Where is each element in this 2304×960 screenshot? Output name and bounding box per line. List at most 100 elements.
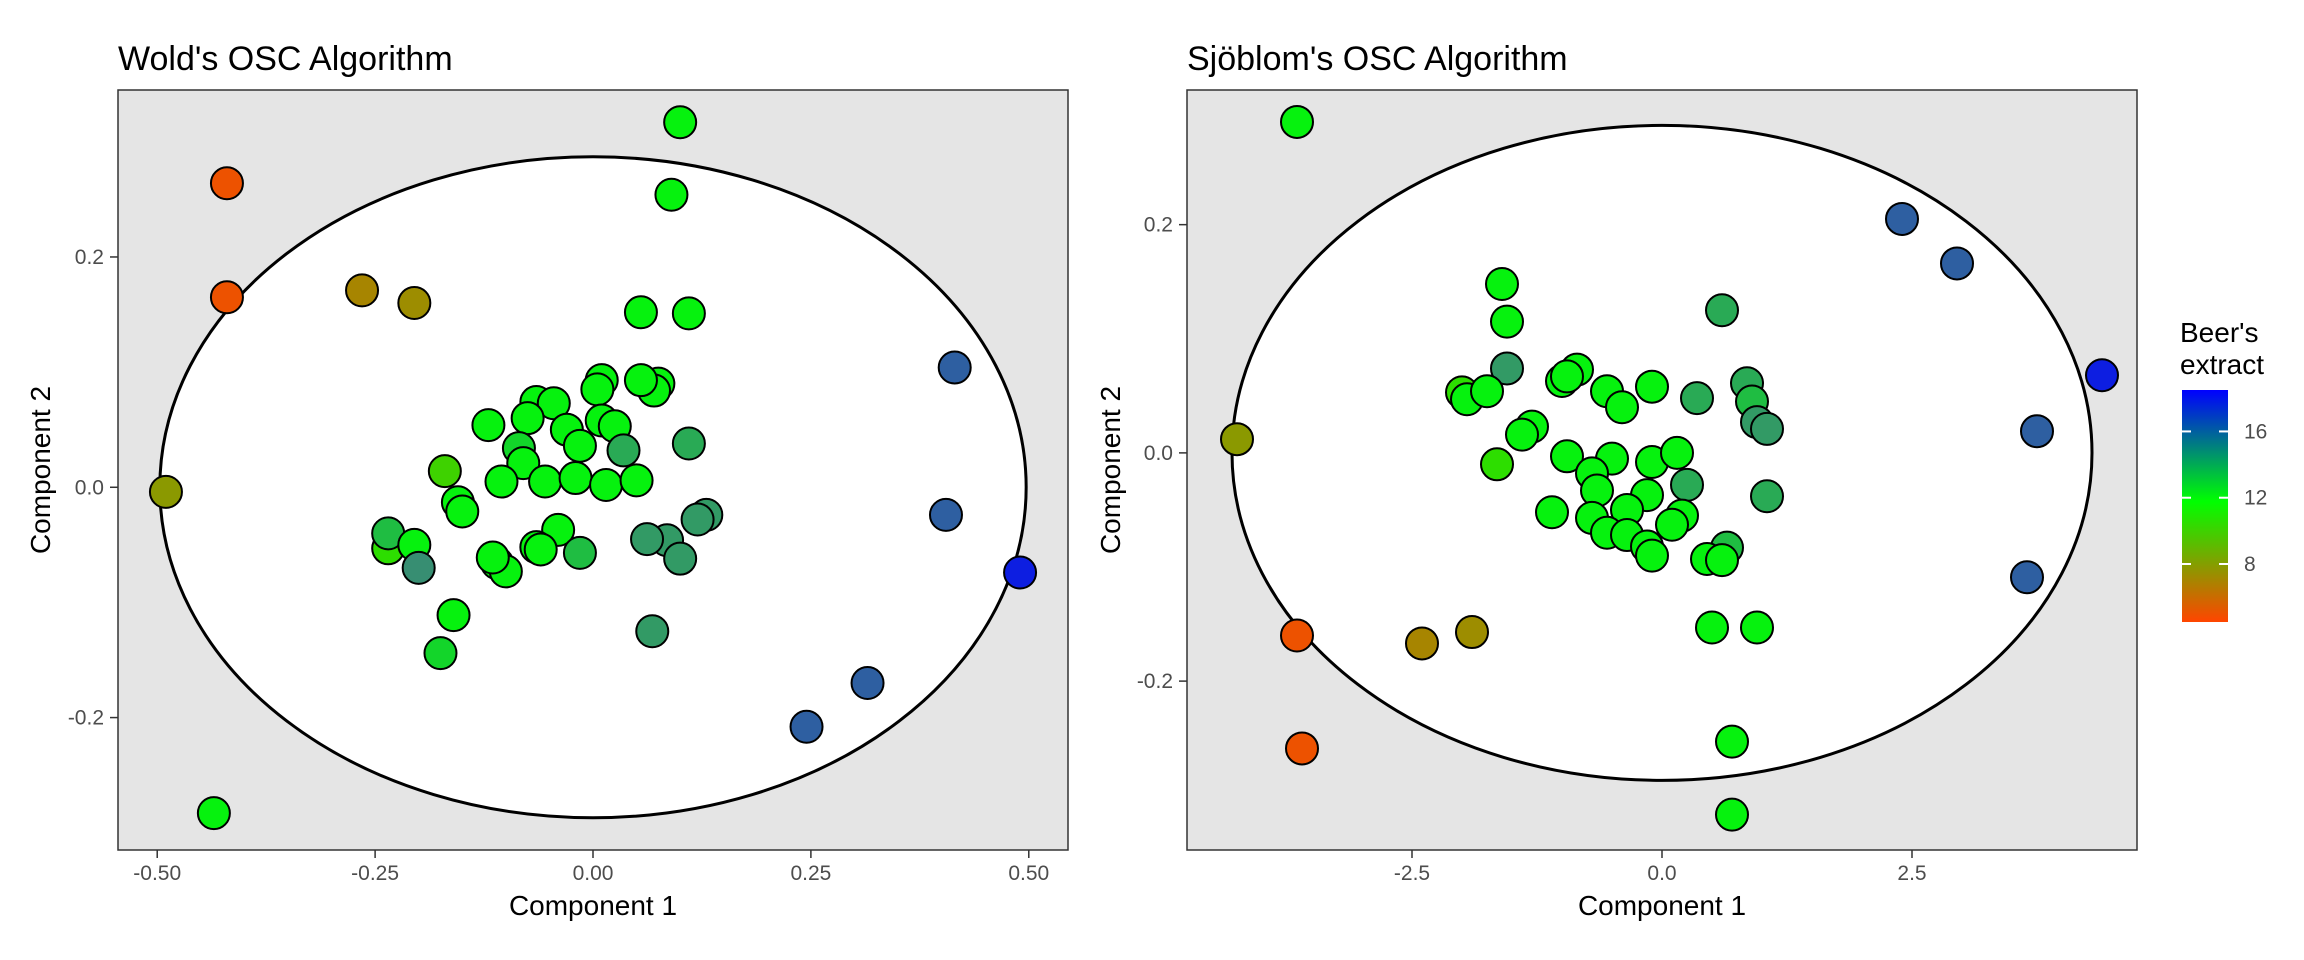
x-tick-label: 0.0 — [1647, 862, 1676, 885]
data-point — [937, 350, 972, 385]
data-point — [663, 541, 698, 576]
data-point — [619, 463, 654, 498]
data-point — [1750, 479, 1784, 514]
data-point — [630, 522, 665, 557]
data-point — [401, 550, 436, 585]
y-tick-label: 0.2 — [1144, 214, 1173, 237]
data-point — [663, 105, 698, 140]
colorbar-tick-label: 12 — [2244, 487, 2267, 510]
data-point — [789, 709, 824, 744]
colorbar-tick-label: 16 — [2244, 420, 2267, 443]
data-point — [2020, 414, 2054, 449]
data-point — [1535, 495, 1569, 530]
data-point — [850, 666, 885, 701]
data-point — [475, 540, 510, 575]
data-point — [1705, 543, 1739, 578]
data-point — [654, 177, 689, 212]
data-point — [423, 636, 458, 671]
data-point — [1003, 555, 1038, 590]
x-axis-label: Component 1 — [1578, 890, 1746, 921]
data-point — [562, 428, 597, 463]
x-tick-label: -0.50 — [133, 862, 181, 885]
chart-title: Sjöblom's OSC Algorithm — [1187, 40, 1568, 78]
data-point — [445, 494, 480, 529]
x-tick-label: -2.5 — [1394, 862, 1430, 885]
data-point — [1280, 618, 1314, 653]
data-point — [1485, 266, 1519, 301]
y-tick-label: -0.2 — [68, 707, 104, 730]
data-point — [1470, 374, 1504, 409]
panel-sjoblom: Sjöblom's OSC Algorithm -2.5 0.0 2.5 -0.2 0.… — [1095, 40, 2138, 921]
data-point — [1940, 246, 1974, 281]
chart-title: Wold's OSC Algorithm — [118, 40, 453, 78]
data-point — [1885, 201, 1919, 236]
color-legend: Beer's extract 8 12 16 — [2180, 317, 2267, 622]
data-point — [2085, 358, 2119, 393]
data-point — [580, 372, 615, 407]
data-point — [1715, 724, 1749, 759]
data-point — [1605, 390, 1639, 425]
data-point — [1550, 359, 1584, 394]
data-point — [1635, 369, 1669, 404]
y-tick-label: 0.0 — [75, 476, 104, 499]
data-point — [2010, 560, 2044, 595]
data-point — [558, 461, 593, 496]
data-point — [1505, 417, 1539, 452]
legend-title-line2: extract — [2180, 349, 2264, 380]
data-point — [589, 467, 624, 502]
y-axis-label: Component 2 — [1095, 386, 1126, 554]
axis-ticks: -2.5 0.0 2.5 -0.2 0.0 0.2 — [1137, 214, 1927, 885]
data-point — [623, 295, 658, 330]
y-tick-label: 0.2 — [75, 246, 104, 269]
data-point — [1670, 467, 1704, 502]
x-tick-label: 2.5 — [1897, 862, 1926, 885]
data-point — [1405, 626, 1439, 661]
data-point — [1715, 797, 1749, 832]
x-tick-label: 0.50 — [1008, 862, 1049, 885]
panel-wold: Wold's OSC Algorithm -0.50 -0.25 0.00 0.25 0… — [25, 40, 1069, 921]
data-point — [1750, 411, 1784, 446]
data-point — [484, 464, 519, 499]
y-tick-label: -0.2 — [1137, 670, 1173, 693]
data-point — [1490, 304, 1524, 339]
data-point — [523, 532, 558, 567]
legend-title-line1: Beer's — [2180, 317, 2259, 348]
data-point — [1285, 731, 1319, 766]
colorbar-tick-label: 8 — [2244, 553, 2256, 576]
data-point — [528, 464, 563, 499]
data-point — [606, 433, 641, 468]
x-tick-label: 0.00 — [573, 862, 614, 885]
data-point — [635, 614, 670, 649]
x-axis-label: Component 1 — [509, 890, 677, 921]
data-point — [1220, 422, 1254, 457]
data-point — [506, 446, 541, 481]
data-point — [1490, 351, 1524, 386]
data-point — [623, 363, 658, 398]
data-point — [209, 166, 244, 201]
x-tick-label: 0.25 — [790, 862, 831, 885]
data-point — [436, 598, 471, 633]
colorbar — [2182, 390, 2228, 622]
data-point — [1455, 615, 1489, 650]
data-point — [1705, 293, 1739, 328]
x-tick-label: -0.25 — [351, 862, 399, 885]
data-point — [1280, 104, 1314, 139]
data-point — [148, 474, 183, 509]
colorbar-ticks: 8 12 16 — [2182, 420, 2267, 576]
data-point — [471, 408, 506, 443]
plot-marks — [1220, 104, 2119, 832]
data-point — [680, 502, 715, 537]
plot-marks — [148, 105, 1038, 831]
data-point — [1635, 538, 1669, 573]
data-point — [427, 454, 462, 489]
data-point — [671, 426, 706, 461]
data-point — [196, 796, 231, 831]
data-point — [209, 280, 244, 315]
data-point — [1680, 381, 1714, 416]
y-tick-label: 0.0 — [1144, 442, 1173, 465]
data-point — [1480, 447, 1514, 482]
axis-ticks: -0.50 -0.25 0.00 0.25 0.50 -0.2 0.0 0.2 — [68, 246, 1049, 885]
data-point — [1695, 610, 1729, 645]
data-point — [345, 273, 380, 308]
data-point — [1660, 435, 1694, 470]
